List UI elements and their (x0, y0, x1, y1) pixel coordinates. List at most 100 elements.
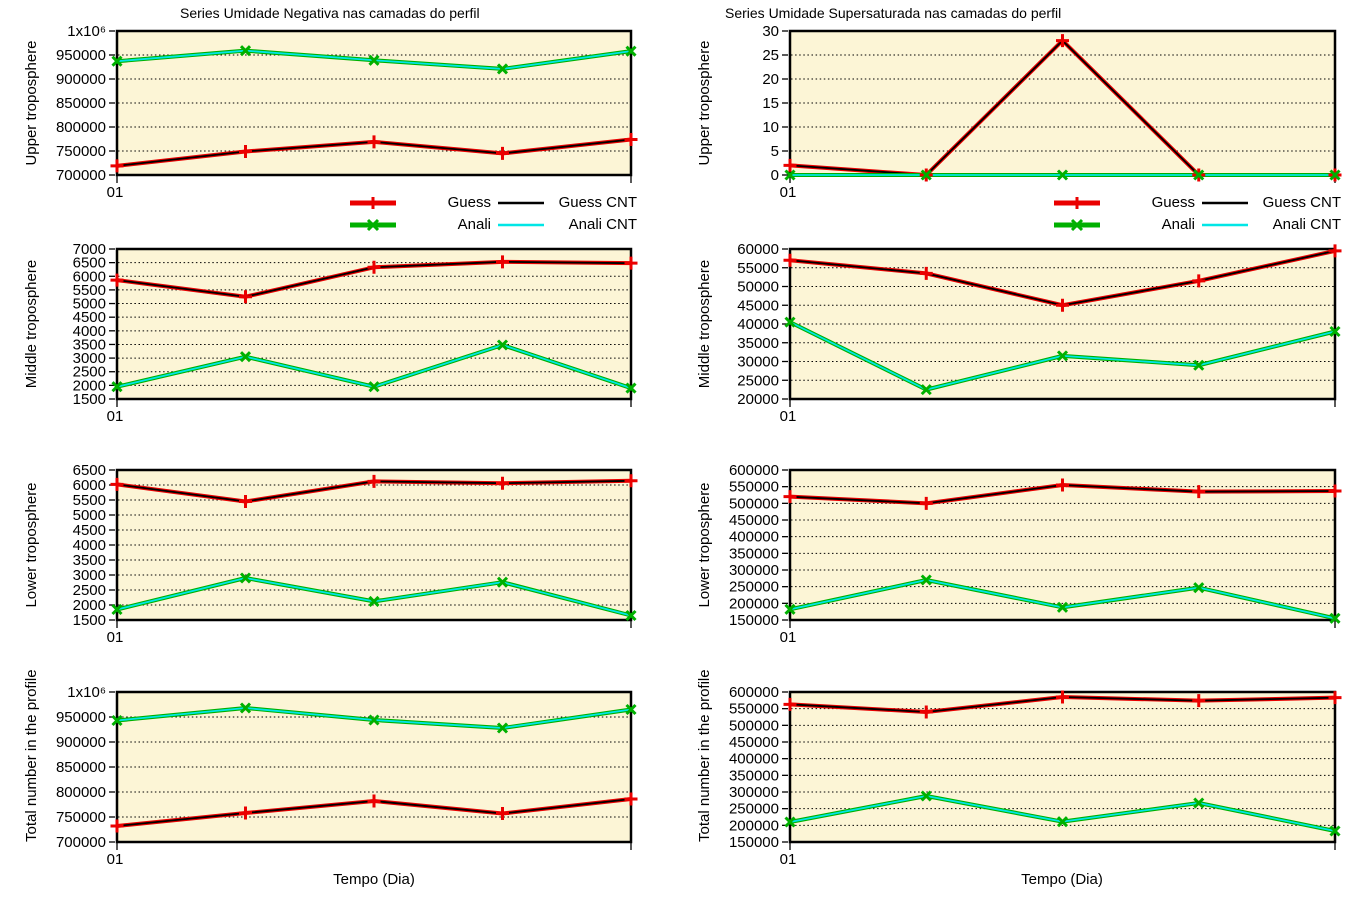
marker-anali (496, 339, 509, 351)
y-tick-label: 25 (762, 47, 779, 64)
marker-guess (919, 705, 933, 719)
y-tick-label: 250000 (729, 801, 779, 818)
y-tick-label: 900000 (56, 71, 106, 88)
y-tick-label: 800000 (56, 784, 106, 801)
marker-guess (239, 290, 252, 304)
marker-guess (1056, 298, 1069, 312)
marker-guess (1192, 694, 1206, 708)
y-tick-label: 40000 (737, 316, 779, 333)
y-tick-label: 600000 (729, 684, 779, 701)
column-title-negativa: Series Umidade Negativa nas camadas do p… (180, 5, 480, 21)
marker-anali (368, 54, 380, 66)
y-tick-label: 4500 (73, 522, 106, 539)
y-tick-label: 350000 (729, 767, 779, 784)
marker-guess (624, 256, 638, 270)
marker-anali (920, 384, 932, 396)
chart-supersaturada-upper: 0 5 10 15 20 25 30 01 (762, 23, 1342, 201)
marker-guess (239, 144, 252, 158)
marker-anali (496, 722, 509, 734)
y-tick-label: 950000 (56, 47, 106, 64)
legend-sample-guess (350, 196, 396, 209)
y-tick-label: 5000 (73, 296, 106, 313)
marker-anali (239, 45, 252, 57)
marker-guess (1328, 484, 1342, 498)
marker-anali (920, 790, 932, 802)
legend-label-anali: Anali (457, 216, 491, 233)
marker-anali (1329, 325, 1341, 338)
y-tick-label: 4500 (73, 309, 106, 326)
marker-anali (368, 714, 380, 726)
marker-anali (496, 63, 509, 75)
y-tick-label: 700000 (56, 167, 106, 184)
y-tick-label: 800000 (56, 119, 106, 136)
marker-anali (625, 609, 637, 622)
legend-label-guess: Guess (447, 194, 491, 211)
y-tick-label: 6000 (73, 268, 106, 285)
y-tick-label: 750000 (56, 143, 106, 160)
marker-guess (624, 132, 638, 146)
marker-anali (239, 351, 252, 363)
x-tick-label: 01 (107, 629, 124, 646)
marker-guess (783, 158, 797, 172)
marker-anali (784, 169, 796, 181)
y-tick-label: 300000 (729, 562, 779, 579)
legend-label-anali-cnt: Anali CNT (568, 216, 637, 233)
x-tick-label: 01 (780, 184, 797, 201)
marker-guess (496, 255, 509, 269)
chart-supersaturada-total: 1500002000002500003000003500004000004500… (729, 684, 1342, 868)
y-tick-label: 550000 (729, 701, 779, 718)
marker-guess (496, 476, 509, 490)
y-tick-label: 2000 (73, 597, 106, 614)
y-tick-label: 1500 (73, 612, 106, 629)
ylabel-total-profile-left: Total number in the profile (23, 669, 40, 842)
column-title-supersaturada: Series Umidade Supersaturada nas camadas… (725, 5, 1062, 21)
y-tick-label: 4000 (73, 323, 106, 340)
y-tick-label: 45000 (737, 297, 779, 314)
y-tick-label: 7000 (73, 241, 106, 258)
marker-anali (1056, 350, 1069, 362)
marker-anali (1056, 816, 1069, 828)
y-tick-label: 0 (771, 167, 779, 184)
marker-anali (1193, 359, 1205, 371)
marker-guess (367, 794, 381, 808)
y-tick-label: 4000 (73, 537, 106, 554)
marker-guess (110, 159, 124, 173)
y-tick-label: 250000 (729, 579, 779, 596)
plot-border (115, 29, 633, 177)
y-tick-label: 2500 (73, 582, 106, 599)
y-tick-label: 5500 (73, 492, 106, 509)
marker-guess (110, 477, 124, 491)
y-tick-label: 35000 (737, 335, 779, 352)
legend-sample-anali (350, 218, 396, 231)
legend-sample-anali-cnt (498, 223, 544, 226)
y-tick-label: 750000 (56, 809, 106, 826)
plot-area (117, 249, 631, 399)
x-tick-label: 01 (107, 408, 124, 425)
y-tick-label: 50000 (737, 279, 779, 296)
marker-anali (111, 381, 123, 393)
y-tick-label: 700000 (56, 834, 106, 851)
marker-guess (1056, 690, 1069, 704)
y-tick-label: 15 (762, 95, 779, 112)
x-tick-label: 01 (107, 184, 124, 201)
y-tick-label: 5500 (73, 282, 106, 299)
xlabel-left: Tempo (Dia) (333, 871, 415, 888)
y-tick-label: 1x10⁶ (67, 684, 106, 701)
legend-sample-guess-cnt (498, 201, 544, 204)
x-tick-label: 01 (107, 851, 124, 868)
marker-anali (784, 316, 796, 328)
marker-guess (624, 474, 638, 488)
y-tick-label: 350000 (729, 545, 779, 562)
marker-guess (239, 806, 252, 820)
y-tick-label: 5 (771, 143, 779, 160)
y-tick-label: 150000 (729, 834, 779, 851)
marker-guess (239, 495, 252, 508)
marker-anali (111, 55, 123, 67)
y-tick-label: 150000 (729, 612, 779, 629)
marker-guess (367, 135, 381, 149)
y-tick-label: 1500 (73, 391, 106, 408)
ylabel-upper-troposphere-right: Upper troposphere (696, 40, 713, 166)
marker-guess (367, 474, 381, 488)
marker-anali (1193, 169, 1205, 181)
